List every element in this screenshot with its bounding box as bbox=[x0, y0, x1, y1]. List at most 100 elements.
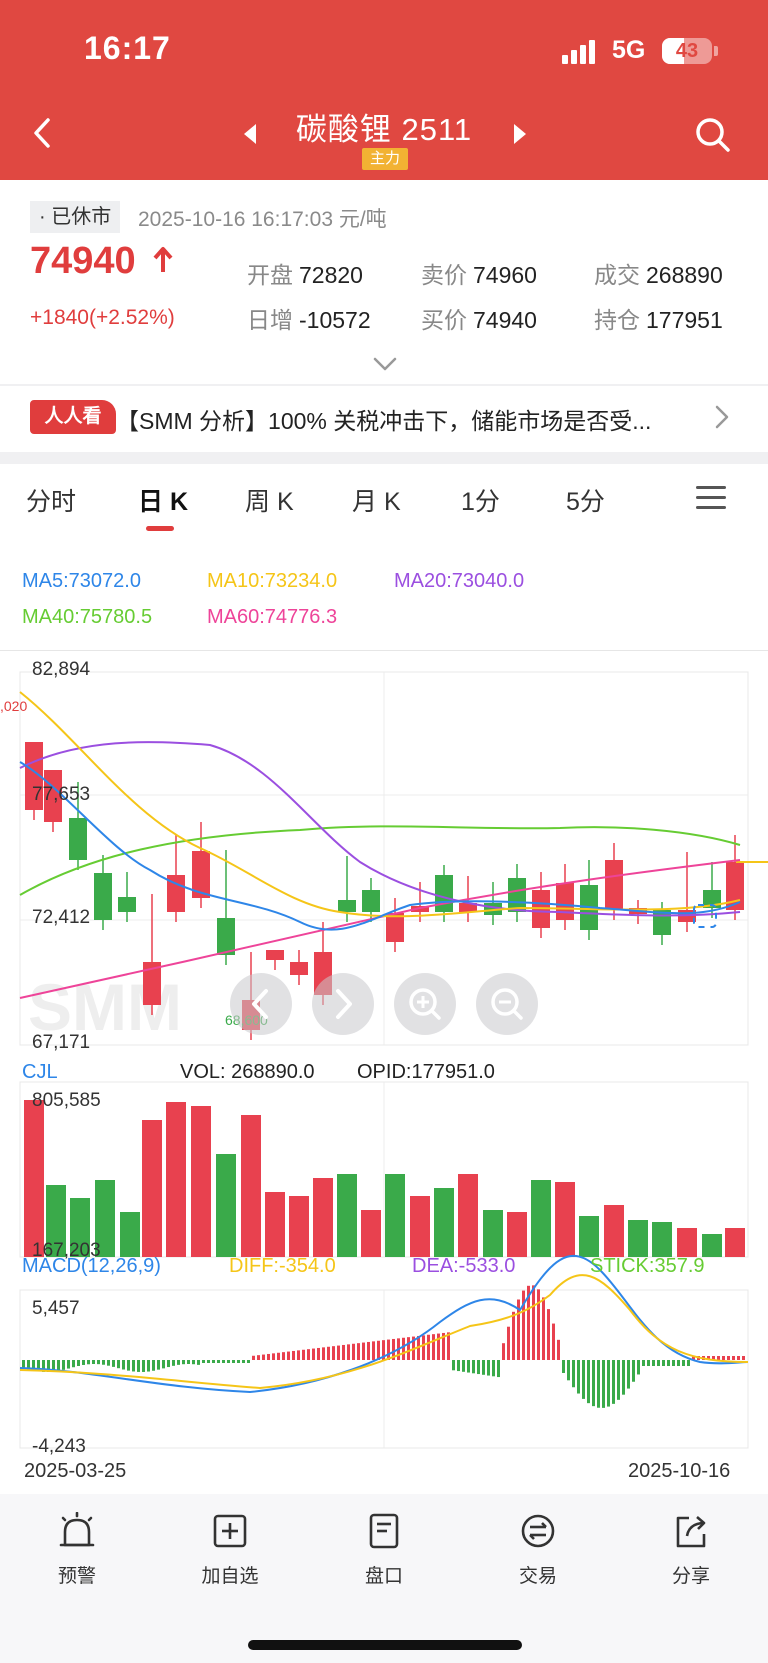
candle bbox=[290, 962, 308, 975]
quote-field-bid: 买价 74940 bbox=[421, 307, 537, 333]
crosshair-icon bbox=[693, 904, 717, 928]
macd-bar bbox=[142, 1360, 145, 1372]
divider bbox=[0, 650, 768, 651]
macd-bar bbox=[492, 1360, 495, 1377]
tab-5min[interactable]: 5分 bbox=[566, 488, 605, 516]
macd-bar bbox=[692, 1356, 695, 1360]
macd-bar bbox=[552, 1323, 555, 1360]
macd-bar bbox=[322, 1347, 325, 1360]
search-icon bbox=[696, 118, 730, 152]
macd-bar bbox=[587, 1360, 590, 1404]
macd-bar bbox=[137, 1360, 140, 1372]
zoom-in-icon bbox=[409, 988, 441, 1020]
candle bbox=[435, 875, 453, 912]
macd-bar bbox=[582, 1360, 585, 1399]
macd-bar bbox=[202, 1360, 205, 1363]
alarm-icon bbox=[59, 1511, 95, 1547]
ma60-line bbox=[19, 859, 741, 999]
macd-axis-top: 5,457 bbox=[32, 1298, 80, 1319]
candle bbox=[459, 903, 477, 912]
nav-alert[interactable]: 预警 bbox=[27, 1511, 127, 1588]
nav-order-book[interactable]: 盘口 bbox=[334, 1512, 434, 1588]
search-button[interactable] bbox=[694, 116, 732, 154]
kline-axis-upper: 77,653 bbox=[32, 784, 91, 805]
news-headline[interactable]: 【SMM 分析】100% 关税冲击下，储能市场是否受... bbox=[116, 408, 652, 434]
chart-prev-button[interactable] bbox=[230, 973, 292, 1035]
macd-bar bbox=[87, 1360, 90, 1365]
ma10-value: MA10:73234.0 bbox=[207, 570, 338, 592]
nav-share[interactable]: 分享 bbox=[641, 1512, 741, 1588]
document-icon bbox=[369, 1513, 399, 1549]
chevron-left-icon bbox=[34, 118, 50, 148]
battery-tip bbox=[714, 46, 718, 56]
macd-dea-line bbox=[19, 1274, 749, 1390]
main-contract-badge: 主力 bbox=[362, 148, 408, 170]
macd-bar bbox=[637, 1360, 640, 1375]
macd-bar bbox=[462, 1360, 465, 1372]
macd-bar bbox=[377, 1340, 380, 1360]
back-button[interactable] bbox=[30, 116, 56, 150]
tab-daily-k[interactable]: 日 K bbox=[138, 488, 189, 516]
zoom-out-button[interactable] bbox=[476, 973, 538, 1035]
macd-bar bbox=[92, 1360, 95, 1365]
macd-bar bbox=[537, 1289, 540, 1360]
volume-bar bbox=[142, 1120, 162, 1257]
nav-add-watchlist-label: 加自选 bbox=[201, 1566, 259, 1587]
macd-bar bbox=[97, 1360, 100, 1365]
share-icon bbox=[676, 1516, 706, 1548]
next-contract-button[interactable] bbox=[510, 122, 530, 146]
date-start: 2025-03-25 bbox=[24, 1460, 127, 1482]
network-label: 5G bbox=[612, 36, 646, 64]
volume-value: VOL: 268890.0 bbox=[180, 1061, 315, 1083]
chevron-left-icon bbox=[252, 989, 268, 1019]
macd-bar bbox=[647, 1360, 650, 1366]
macd-bar bbox=[522, 1290, 525, 1360]
news-more-button[interactable] bbox=[714, 404, 730, 435]
status-time: 16:17 bbox=[84, 30, 171, 66]
macd-bar bbox=[672, 1360, 675, 1366]
macd-bar bbox=[302, 1349, 305, 1360]
volume-bar bbox=[241, 1115, 261, 1257]
tab-monthly-k[interactable]: 月 K bbox=[352, 488, 401, 516]
candle bbox=[217, 918, 235, 955]
nav-add-watchlist[interactable]: 加自选 bbox=[180, 1512, 280, 1588]
macd-bar bbox=[452, 1360, 455, 1371]
chart-next-button[interactable] bbox=[312, 973, 374, 1035]
macd-bar bbox=[687, 1360, 690, 1366]
date-end: 2025-10-16 bbox=[628, 1460, 731, 1482]
macd-bar bbox=[207, 1360, 210, 1363]
tab-intraday[interactable]: 分时 bbox=[26, 488, 77, 516]
macd-bar bbox=[357, 1343, 360, 1360]
macd-bar bbox=[237, 1360, 240, 1363]
quote-datetime: 2025-10-16 16:17:03 元/吨 bbox=[138, 208, 387, 231]
macd-bar bbox=[337, 1345, 340, 1360]
menu-icon[interactable] bbox=[696, 486, 726, 510]
macd-title: MACD(12,26,9) bbox=[22, 1255, 161, 1277]
tab-1min[interactable]: 1分 bbox=[461, 488, 500, 516]
volume-bar bbox=[289, 1196, 309, 1257]
macd-bar bbox=[172, 1360, 175, 1366]
macd-bar bbox=[527, 1285, 530, 1360]
zoom-in-button[interactable] bbox=[394, 973, 456, 1035]
volume-bar bbox=[604, 1205, 624, 1257]
macd-bar bbox=[602, 1360, 605, 1408]
nav-trade[interactable]: 交易 bbox=[488, 1512, 588, 1588]
market-status-tag: · 已休市 bbox=[30, 201, 121, 233]
candle bbox=[94, 873, 112, 920]
nav-alert-label: 预警 bbox=[57, 1566, 96, 1587]
news-tag: 人人看 bbox=[30, 400, 116, 434]
tab-weekly-k[interactable]: 周 K bbox=[245, 488, 294, 516]
ma20-value: MA20:73040.0 bbox=[394, 570, 525, 592]
macd-bar bbox=[387, 1339, 390, 1360]
candle bbox=[167, 875, 185, 912]
title-wrap: 碳酸锂 2511 bbox=[0, 104, 768, 149]
triangle-right-icon bbox=[514, 124, 526, 144]
expand-quote-button[interactable] bbox=[372, 356, 398, 377]
macd-bar bbox=[472, 1360, 475, 1374]
kline-chart[interactable]: SMM bbox=[0, 650, 768, 1480]
macd-bar bbox=[532, 1285, 535, 1360]
prev-contract-button[interactable] bbox=[240, 122, 260, 146]
macd-bar bbox=[502, 1343, 505, 1360]
candle bbox=[605, 860, 623, 910]
candle bbox=[386, 913, 404, 942]
